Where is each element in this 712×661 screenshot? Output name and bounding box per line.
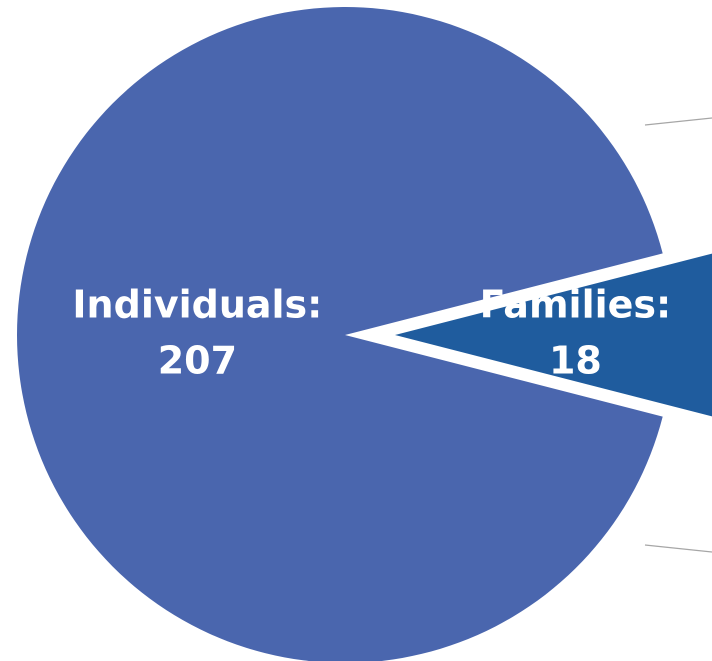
connector-line: [644, 544, 712, 553]
slice-value: 207: [158, 339, 237, 383]
pie-slice: [395, 253, 712, 417]
pie-slice: [16, 7, 663, 661]
connector-line: [644, 117, 712, 126]
slice-value: 18: [549, 339, 602, 383]
slice-label: Families:: [480, 283, 672, 327]
slice-label: Individuals:: [72, 283, 322, 327]
